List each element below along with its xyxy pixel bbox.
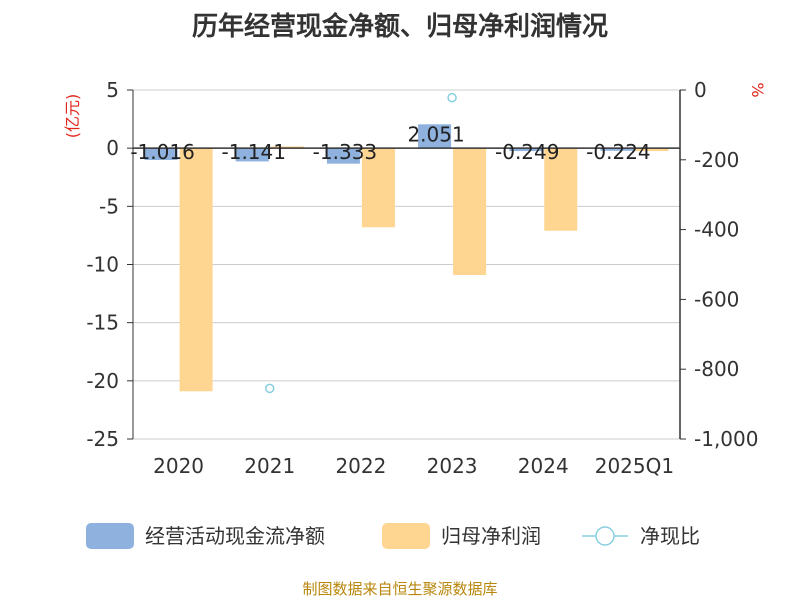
net-profit-bar	[270, 146, 304, 149]
legend-marker-ratio	[595, 526, 615, 546]
right-tick-label: -200	[694, 148, 739, 172]
left-axis-label: (亿元)	[63, 94, 82, 139]
left-tick-label: -10	[86, 253, 119, 277]
category-label: 2022	[335, 454, 386, 478]
cash-flow-data-label: -1.016	[130, 140, 194, 164]
right-tick-label: -600	[694, 287, 739, 311]
cash-flow-bar	[326, 148, 360, 164]
left-tick-label: -5	[99, 194, 119, 218]
cash-flow-data-label: -0.249	[495, 140, 559, 164]
left-tick-label: 0	[106, 136, 119, 160]
legend-label-ratio: 净现比	[640, 524, 700, 548]
net-profit-bar	[635, 148, 669, 152]
category-label: 2021	[244, 454, 295, 478]
category-label: 2025Q1	[595, 454, 674, 478]
left-tick-label: -20	[86, 369, 119, 393]
category-label: 2024	[518, 454, 569, 478]
legend-swatch-net-profit	[382, 523, 430, 549]
net-profit-bar	[179, 148, 213, 392]
cash-flow-bar	[509, 148, 543, 152]
left-tick-label: 5	[106, 78, 119, 102]
legend-swatch-cash-flow	[86, 523, 134, 549]
net-profit-bar	[544, 148, 578, 231]
cash-flow-data-label: -1.141	[222, 140, 286, 164]
cash-flow-data-label: -0.224	[586, 140, 650, 164]
right-tick-label: -400	[694, 218, 739, 242]
right-tick-label: -800	[694, 357, 739, 381]
chart-title: 历年经营现金净额、归母净利润情况	[191, 12, 608, 42]
cash-flow-bar	[144, 148, 178, 160]
cash-flow-data-label: 2.051	[407, 122, 464, 146]
source-note: 制图数据来自恒生聚源数据库	[302, 580, 498, 598]
category-label: 2023	[427, 454, 478, 478]
right-axis-label: %	[748, 82, 767, 97]
cash-flow-bar	[235, 148, 269, 162]
cash-flow-bar	[600, 148, 634, 151]
left-tick-label: -15	[86, 311, 119, 335]
ratio-point	[265, 383, 275, 394]
net-profit-bar	[361, 148, 395, 228]
net-profit-bar	[453, 148, 487, 275]
left-tick-label: -25	[86, 427, 119, 451]
right-tick-label: -1,000	[694, 427, 758, 451]
right-tick-label: 0	[694, 78, 707, 102]
ratio-point	[447, 92, 457, 103]
category-label: 2020	[153, 454, 204, 478]
legend-label-net-profit: 归母净利润	[441, 524, 541, 548]
cash-flow-bar	[418, 124, 452, 149]
legend-label-cash-flow: 经营活动现金流净额	[145, 524, 325, 548]
cash-flow-data-label: -1.333	[313, 140, 377, 164]
